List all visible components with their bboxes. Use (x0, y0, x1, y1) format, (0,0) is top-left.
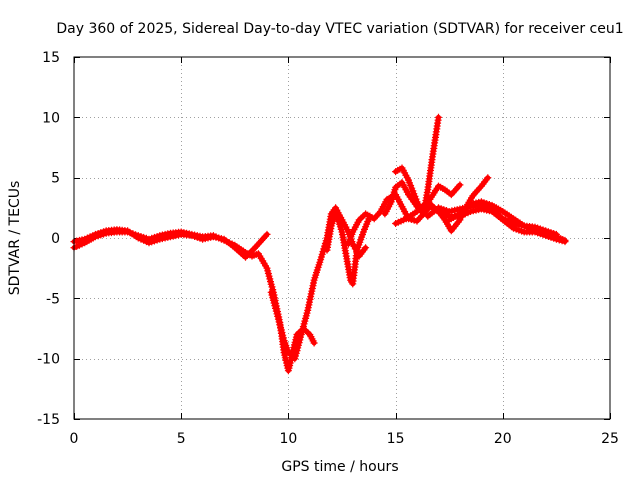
x-axis-label: GPS time / hours (281, 459, 398, 475)
series-arc10 (424, 200, 560, 238)
x-tick-label: 5 (177, 431, 186, 447)
plot-frame (73, 56, 611, 420)
series-arc1 (70, 228, 318, 375)
y-tick-label: 0 (51, 231, 60, 247)
data-point (435, 113, 442, 121)
data-point (456, 181, 464, 189)
x-tick-label: 10 (279, 431, 297, 447)
x-tick-label: 20 (494, 431, 512, 447)
x-tick-label: 15 (387, 431, 405, 447)
data-series (70, 113, 569, 375)
y-tick-label: -15 (37, 412, 60, 428)
x-tick-label: 0 (70, 431, 79, 447)
data-point (484, 174, 492, 182)
y-tick-label: 5 (51, 171, 60, 187)
axis-ticks: 0 5 10 15 20 25 -15 -10 -5 0 5 10 15 (37, 50, 619, 447)
series-trace (71, 229, 317, 374)
series-arc2 (70, 226, 271, 261)
data-point (362, 244, 370, 252)
data-point (263, 230, 271, 238)
y-tick-label: 15 (42, 50, 60, 66)
y-tick-label: -5 (46, 291, 60, 307)
y-axis-label: SDTVAR / TECUs (7, 181, 23, 296)
series-arc4 (323, 208, 374, 288)
x-tick-label: 25 (601, 431, 619, 447)
series-arc7 (392, 113, 442, 218)
data-point (552, 230, 560, 238)
y-tick-label: 10 (42, 110, 60, 126)
y-tick-label: -10 (37, 352, 60, 368)
chart-title: Day 360 of 2025, Sidereal Day-to-day VTE… (56, 21, 623, 37)
data-point (561, 236, 569, 244)
data-point (310, 339, 318, 347)
